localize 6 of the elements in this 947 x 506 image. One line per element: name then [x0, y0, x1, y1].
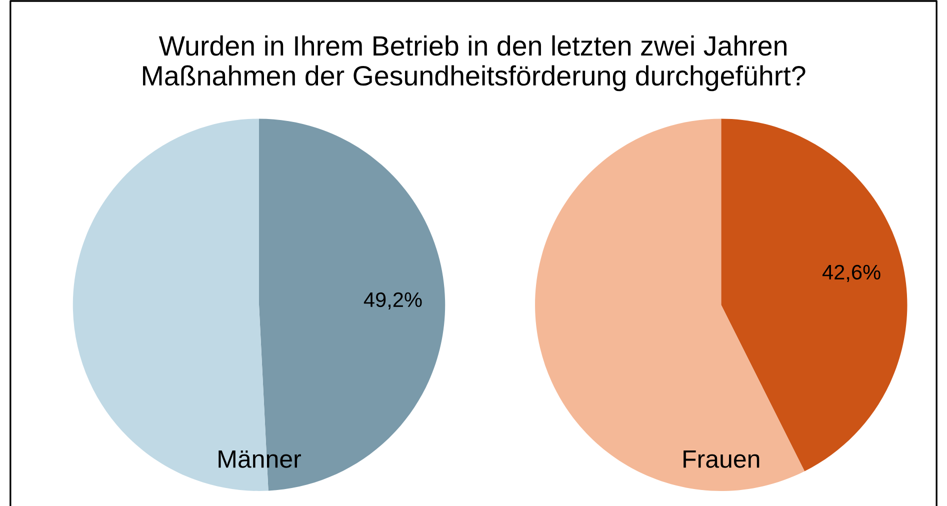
pie-slice: [535, 118, 805, 491]
data-label: 49,2%: [364, 292, 422, 310]
data-label: 42,6%: [822, 264, 880, 282]
chart-title: Wurden in Ihrem Betrieb in den letzten zwei Jahren Maßnahmen der Gesundheitsförderung durchgeführt?: [143, 35, 806, 92]
text: Männer: [218, 450, 301, 468]
text: Frauen: [684, 450, 760, 468]
